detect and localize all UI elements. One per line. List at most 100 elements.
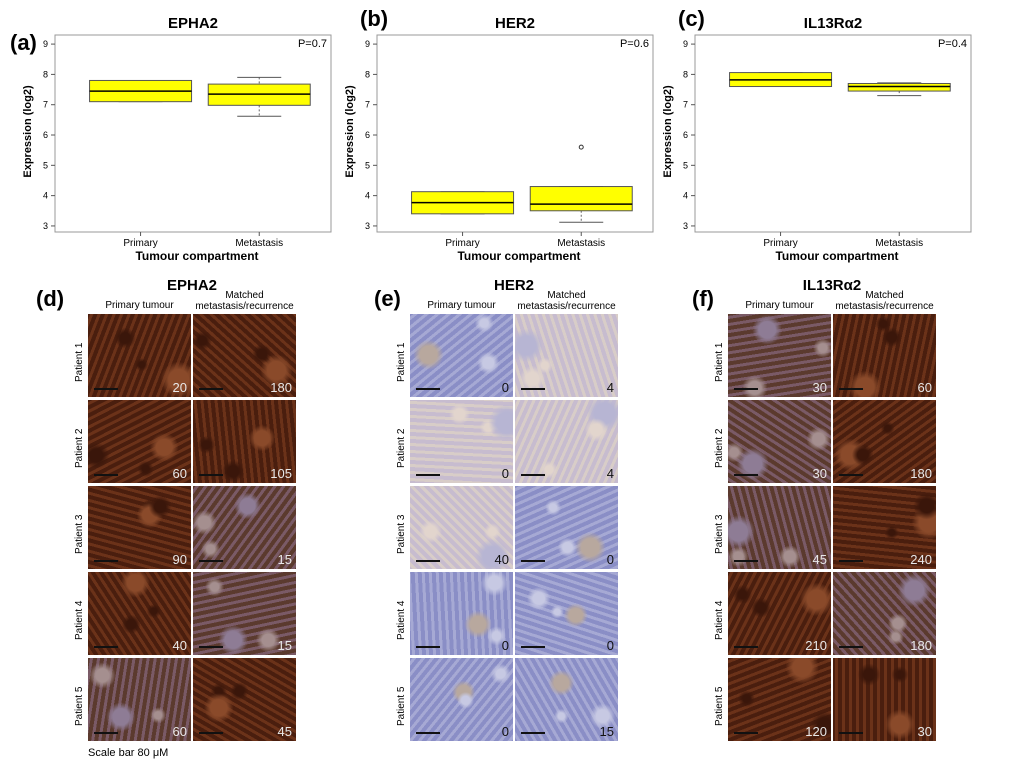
ihc-image-tile: 0 [515, 572, 618, 655]
scale-bar [199, 474, 223, 476]
box-primary [89, 79, 193, 103]
h-score-label: 0 [606, 552, 614, 567]
scale-bar [839, 388, 863, 390]
x-tick-label: Metastasis [875, 238, 923, 249]
y-tick-label: 9 [683, 39, 688, 49]
scale-bar [416, 560, 440, 562]
panel-letter: (a) [10, 30, 37, 55]
ihc-image-tile: 30 [833, 658, 936, 741]
scale-bar [521, 646, 545, 648]
x-tick-label: Primary [763, 238, 797, 249]
ihc-image-tile: 30 [728, 314, 831, 397]
scale-bar [734, 474, 758, 476]
y-tick-label: 9 [43, 39, 48, 49]
ihc-title: HER2 [493, 277, 534, 294]
h-score-label: 15 [599, 724, 614, 739]
scale-bar [94, 474, 118, 476]
h-score-label: 105 [270, 466, 292, 481]
scale-bar [94, 732, 118, 734]
row-label-patient-2: Patient 2 [396, 428, 407, 468]
ihc-title: IL13Rα2 [802, 277, 862, 294]
row-label-patient-3: Patient 3 [396, 514, 407, 554]
box-body [529, 186, 633, 212]
ihc-image-tile: 180 [833, 400, 936, 483]
row-label-patient-5: Patient 5 [714, 686, 725, 726]
scale-bar [416, 388, 440, 390]
row-label-patient-1: Patient 1 [396, 342, 407, 382]
y-tick-label: 8 [683, 69, 688, 79]
scale-bar [839, 560, 863, 562]
y-tick-label: 5 [683, 160, 688, 170]
h-score-label: 240 [910, 552, 932, 567]
row-label-patient-4: Patient 4 [396, 600, 407, 640]
boxplot-svg: EPHA2 P=0.7 3 4 5 6 7 8 9 Expression (log2) Tumour… [22, 15, 332, 263]
scale-bar [94, 560, 118, 562]
x-axis-label: Tumour compartment [457, 249, 580, 263]
ihc-image-tile: 30 [728, 400, 831, 483]
y-tick-label: 6 [683, 130, 688, 140]
panel-letter: (c) [678, 6, 705, 31]
scale-bar [734, 646, 758, 648]
ihc-image-tile: 240 [833, 486, 936, 569]
ihc-image-tile: 15 [515, 658, 618, 741]
ihc-image-tile: 4 [515, 400, 618, 483]
x-axis-label: Tumour compartment [775, 249, 898, 263]
scale-bar [94, 646, 118, 648]
col-header-primary: Primary tumour [427, 300, 496, 311]
h-score-label: 0 [501, 380, 509, 395]
box-metastasis [529, 144, 633, 223]
scale-bar [416, 732, 440, 734]
plot-frame [54, 34, 332, 233]
y-axis-label: Expression (log2) [22, 85, 34, 178]
boxplot-panel-il13rα2: IL13Rα2 P=0.4 3 4 5 6 7 8 9 Expression (log2) Tumo… [640, 0, 972, 280]
h-score-label: 180 [270, 380, 292, 395]
boxplot-panel-her2: HER2 P=0.6 3 4 5 6 7 8 9 Expression (log2) Tumour … [322, 0, 654, 280]
boxplot-panel-epha2: EPHA2 P=0.7 3 4 5 6 7 8 9 Expression (log2) Tumour… [0, 0, 332, 280]
y-tick-label: 5 [43, 160, 48, 170]
scale-bar [521, 732, 545, 734]
ihc-panel-epha2: (d) EPHA2 Primary tumour Matched metastasis… [0, 276, 300, 761]
ihc-image-tile: 120 [728, 658, 831, 741]
plot-frame [694, 34, 972, 233]
h-score-label: 0 [501, 466, 509, 481]
ihc-image-tile: 0 [410, 658, 513, 741]
h-score-label: 4 [606, 466, 614, 481]
p-value: P=0.7 [298, 38, 327, 50]
row-label-patient-3: Patient 3 [714, 514, 725, 554]
scale-bar [521, 560, 545, 562]
p-value: P=0.6 [620, 38, 649, 50]
col-header-metastasis: Matched metastasis/recurrence [195, 290, 294, 312]
scale-bar [416, 474, 440, 476]
row-label-patient-3: Patient 3 [74, 514, 85, 554]
panel-letter: (f) [692, 286, 714, 311]
y-tick-label: 9 [365, 39, 370, 49]
h-score-label: 45 [277, 724, 292, 739]
row-label-patient-4: Patient 4 [714, 600, 725, 640]
h-score-label: 0 [501, 638, 509, 653]
h-score-label: 40 [494, 552, 509, 567]
h-score-label: 40 [172, 638, 187, 653]
col-header-primary: Primary tumour [105, 300, 174, 311]
ihc-image-tile: 15 [193, 486, 296, 569]
boxplot-svg: IL13Rα2 P=0.4 3 4 5 6 7 8 9 Expression (log2) Tumo… [662, 15, 972, 263]
scale-bar [839, 732, 863, 734]
ihc-image-tile: 0 [410, 400, 513, 483]
y-tick-label: 7 [683, 100, 688, 110]
row-label-patient-4: Patient 4 [74, 600, 85, 640]
y-tick-label: 6 [365, 130, 370, 140]
h-score-label: 180 [910, 466, 932, 481]
ihc-image-tile: 0 [410, 314, 513, 397]
ihc-image-tile: 60 [833, 314, 936, 397]
scale-bar [199, 732, 223, 734]
y-tick-label: 4 [683, 191, 688, 201]
ihc-image-tile: 40 [410, 486, 513, 569]
h-score-label: 45 [812, 552, 827, 567]
y-tick-label: 8 [43, 69, 48, 79]
box-primary [729, 72, 833, 88]
row-label-patient-2: Patient 2 [714, 428, 725, 468]
scale-bar [734, 388, 758, 390]
box-body [847, 82, 951, 92]
col-header-metastasis: Matched metastasis/recurrence [517, 290, 616, 312]
ihc-image-tile: 45 [193, 658, 296, 741]
h-score-label: 0 [606, 638, 614, 653]
